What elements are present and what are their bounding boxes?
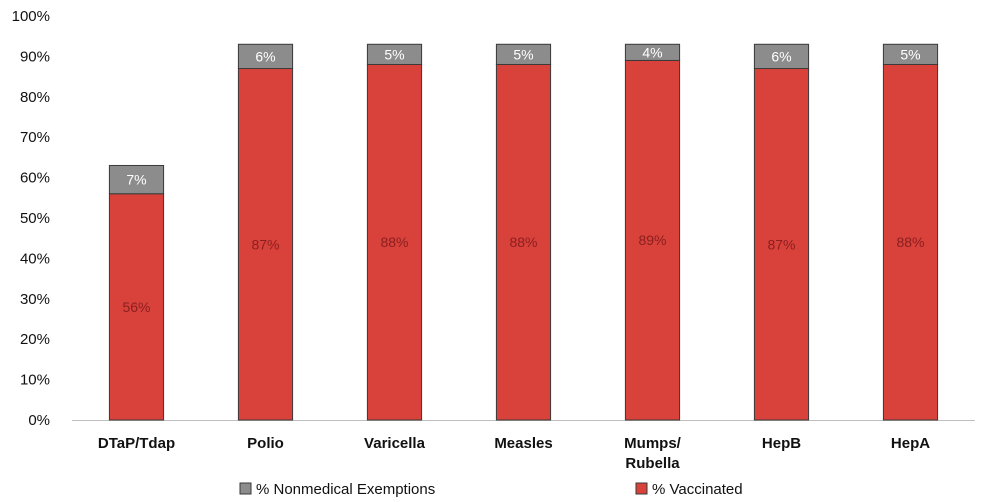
bars: 56% 7% 87% 6% 88% 5% 88% 5% 89% 4% 87% 6% 88% 5% <box>108 43 939 421</box>
y-tick-label: 0% <box>28 412 50 429</box>
data-label-exemptions: 4% <box>642 44 662 60</box>
y-tick-label: 50% <box>20 210 50 227</box>
y-tick-label: 100% <box>12 8 50 25</box>
y-tick-label: 60% <box>20 170 50 187</box>
bar-vaccinated <box>237 68 294 421</box>
bar-vaccinated <box>495 63 552 421</box>
bar-exemptions <box>753 43 810 70</box>
data-label-exemptions: 6% <box>255 48 275 64</box>
bar-exemptions <box>495 43 552 65</box>
x-tick-label: Mumps/Rubella <box>624 435 682 472</box>
bar-exemptions <box>108 164 165 195</box>
x-tick-label: DTaP/Tdap <box>98 435 175 452</box>
y-tick-label: 80% <box>20 89 50 106</box>
y-tick-label: 70% <box>20 129 50 146</box>
y-tick-label: 90% <box>20 48 50 65</box>
data-label-vaccinated: 88% <box>896 234 924 250</box>
data-label-exemptions: 5% <box>900 46 920 62</box>
y-tick-label: 40% <box>20 250 50 267</box>
bar-vaccinated <box>108 193 165 421</box>
data-label-vaccinated: 88% <box>509 234 537 250</box>
x-axis: DTaP/Tdap Polio Varicella Measles Mumps/Rube… <box>98 435 930 472</box>
x-tick-label: HepB <box>762 435 801 452</box>
legend-label: % Vaccinated <box>652 481 743 498</box>
data-label-vaccinated: 88% <box>380 234 408 250</box>
data-label-exemptions: 7% <box>126 172 146 188</box>
bar-vaccinated <box>753 68 810 421</box>
y-tick-label: 20% <box>20 331 50 348</box>
y-tick-label: 10% <box>20 372 50 389</box>
x-tick-label: HepA <box>891 435 930 452</box>
bar-exemptions <box>624 43 681 61</box>
bar-exemptions <box>882 43 939 65</box>
data-label-vaccinated: 87% <box>251 236 279 252</box>
legend: % Nonmedical Exemptions % Vaccinated <box>239 481 743 498</box>
legend-label: % Nonmedical Exemptions <box>256 481 435 498</box>
data-label-exemptions: 6% <box>771 48 791 64</box>
bar-vaccinated <box>624 59 681 421</box>
y-axis: 0% 10% 20% 30% 40% 50% 60% 70% 80% 90% 100% <box>12 8 975 429</box>
data-label-vaccinated: 87% <box>767 236 795 252</box>
bar-exemptions <box>366 43 423 65</box>
data-label-exemptions: 5% <box>384 46 404 62</box>
x-tick-label: Varicella <box>364 435 426 452</box>
bar-exemptions <box>237 43 294 70</box>
x-tick-label: Measles <box>494 435 552 452</box>
legend-swatch <box>635 482 648 495</box>
data-label-vaccinated: 56% <box>122 299 150 315</box>
data-label-vaccinated: 89% <box>638 232 666 248</box>
x-tick-label: Polio <box>247 435 284 452</box>
bar-vaccinated <box>366 63 423 421</box>
y-tick-label: 30% <box>20 291 50 308</box>
legend-swatch <box>239 482 252 495</box>
data-label-exemptions: 5% <box>513 46 533 62</box>
